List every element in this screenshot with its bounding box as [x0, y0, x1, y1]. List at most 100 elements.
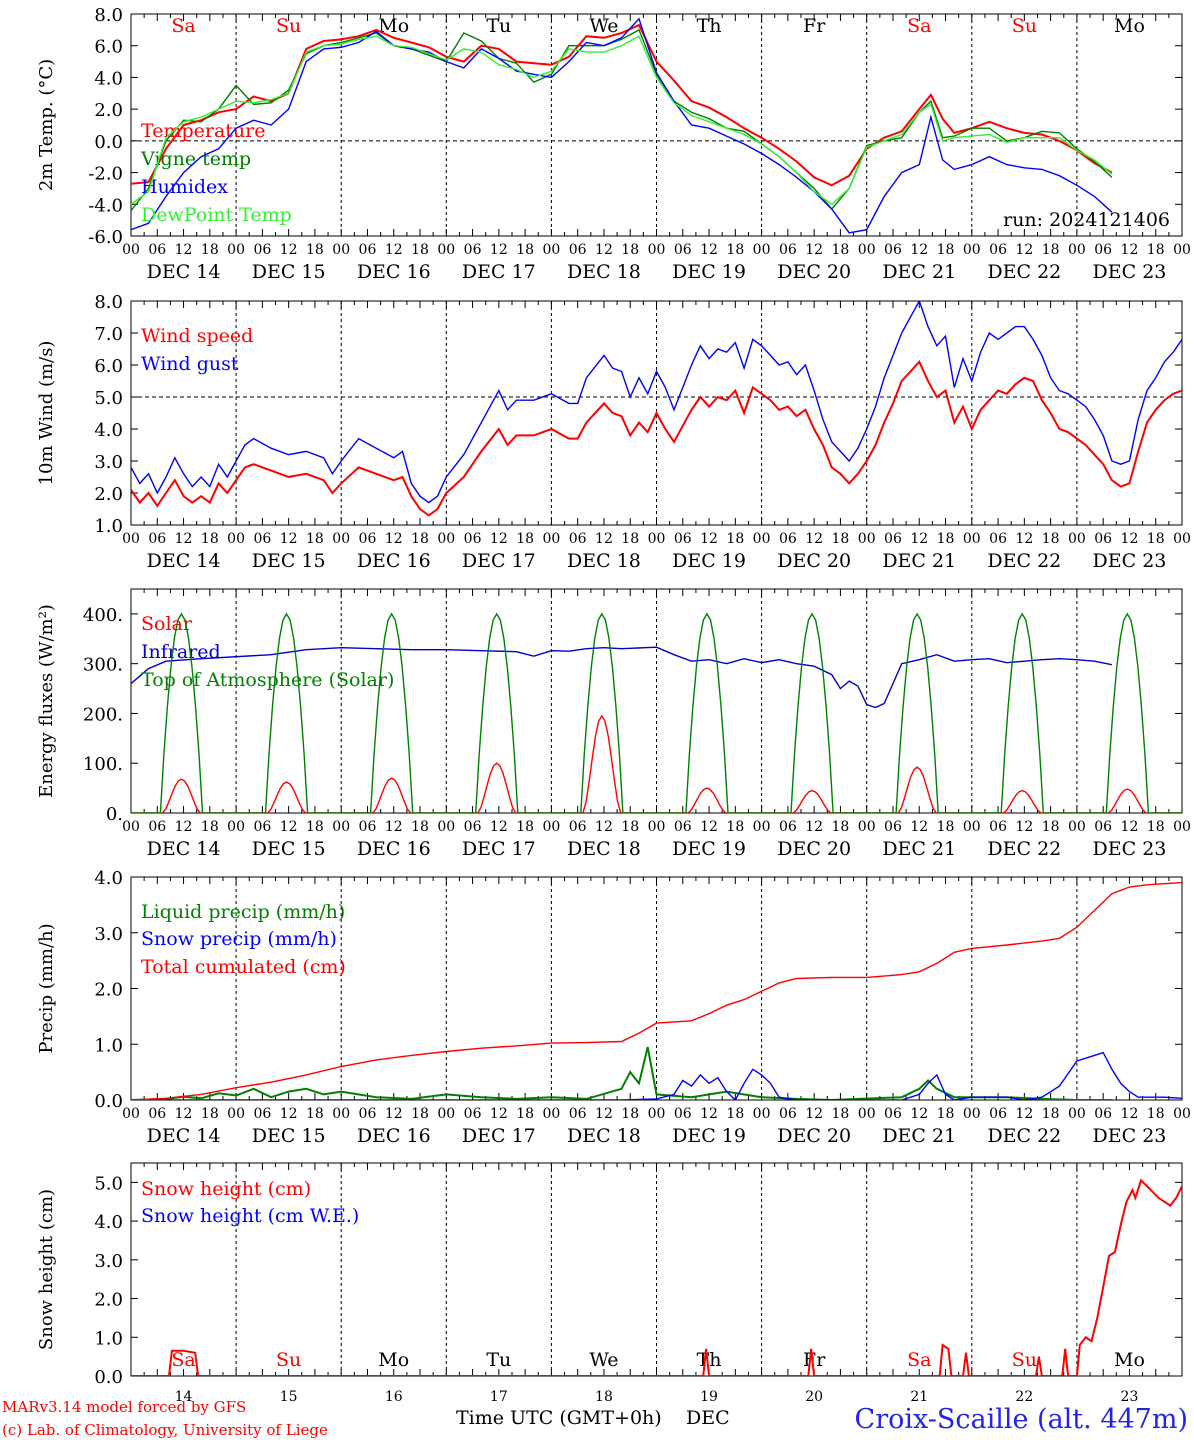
day-label: DEC 15 [252, 1125, 326, 1147]
hour-tick-label: 00 [858, 242, 876, 258]
hour-tick-label: 12 [910, 242, 928, 258]
hour-tick-label: 06 [148, 1106, 166, 1122]
weekday-label: Mo [1114, 15, 1145, 37]
y-tick-label: 4.0 [94, 68, 123, 89]
legend-entry: Top of Atmosphere (Solar) [141, 669, 394, 691]
hour-tick-label: 12 [805, 242, 823, 258]
legend-entry: Wind speed [141, 325, 253, 347]
hour-tick-label: 18 [937, 819, 955, 835]
day-number-label: 14 [175, 1389, 193, 1405]
y-tick-label: 0. [106, 804, 123, 825]
chart-panel-1: -6.0 -4.0 -2.0 0.0 2.0 4.0 6.0 8.0 2m Temp. (°C)… [36, 5, 1191, 283]
series-line [131, 17, 1113, 234]
hour-tick-label: 18 [516, 531, 534, 547]
hour-tick-label: 00 [542, 531, 560, 547]
legend-entry: Vigne temp [140, 148, 251, 170]
hour-tick-label: 00 [963, 531, 981, 547]
hour-tick-label: 06 [464, 819, 482, 835]
weekday-label: We [589, 1349, 618, 1371]
day-label: DEC 16 [357, 261, 431, 283]
hour-tick-label: 00 [1068, 242, 1086, 258]
legend-entry: Total cumulated (cm) [141, 956, 346, 978]
day-label: DEC 15 [252, 261, 326, 283]
series-line [131, 646, 1113, 709]
weekday-label: Tu [486, 1349, 511, 1371]
hour-tick-label: 12 [385, 531, 403, 547]
hour-tick-label: 06 [464, 1106, 482, 1122]
hour-tick-label: 00 [963, 1106, 981, 1122]
hour-tick-label: 18 [306, 819, 324, 835]
y-tick-label: 5.0 [94, 1173, 123, 1194]
hour-tick-label: 06 [569, 819, 587, 835]
hour-tick-label: 12 [1015, 242, 1033, 258]
legend-entry: Liquid precip (mm/h) [141, 901, 345, 923]
weekday-label: Su [276, 1349, 301, 1371]
hour-tick-label: 18 [1147, 531, 1165, 547]
hour-tick-label: 06 [464, 531, 482, 547]
hour-tick-label: 06 [779, 819, 797, 835]
run-label: run: 2024121406 [1003, 209, 1170, 231]
y-tick-label: 6.0 [94, 356, 123, 377]
day-label: DEC 17 [462, 1125, 536, 1147]
legend-entry: Solar [141, 613, 193, 635]
hour-tick-label: 12 [595, 1106, 613, 1122]
day-label: DEC 18 [567, 838, 641, 860]
hour-tick-label: 06 [1094, 819, 1112, 835]
hour-tick-label: 18 [306, 1106, 324, 1122]
hour-tick-label: 06 [359, 1106, 377, 1122]
hour-tick-label: 00 [1173, 531, 1191, 547]
hour-tick-label: 06 [569, 242, 587, 258]
weekday-label: Sa [171, 1349, 195, 1371]
hour-tick-label: 18 [1147, 242, 1165, 258]
hour-tick-label: 06 [884, 531, 902, 547]
day-label: DEC 20 [777, 261, 851, 283]
hour-tick-label: 00 [542, 1106, 560, 1122]
hour-tick-label: 12 [490, 819, 508, 835]
hour-tick-label: 12 [595, 531, 613, 547]
day-label: DEC 14 [147, 261, 221, 283]
hour-tick-label: 00 [227, 819, 245, 835]
y-tick-label: 1.0 [94, 1035, 123, 1056]
day-label: DEC 14 [147, 550, 221, 572]
day-number-label: 17 [490, 1389, 508, 1405]
weekday-label: Mo [1114, 1349, 1145, 1371]
y-tick-label: 3.0 [94, 1251, 123, 1272]
hour-tick-label: 00 [648, 819, 666, 835]
hour-tick-label: 06 [148, 531, 166, 547]
hour-tick-label: 00 [122, 1106, 140, 1122]
hour-tick-label: 18 [201, 242, 219, 258]
weekday-label: Mo [378, 15, 409, 37]
day-number-label: 19 [700, 1389, 718, 1405]
weekday-label: Su [276, 15, 301, 37]
y-tick-label: 4.0 [94, 1212, 123, 1233]
hour-tick-label: 00 [437, 531, 455, 547]
hour-tick-label: 00 [332, 531, 350, 547]
hour-tick-label: 00 [542, 819, 560, 835]
hour-tick-label: 00 [1173, 819, 1191, 835]
y-tick-label: 100. [83, 754, 123, 775]
day-number-label: 20 [805, 1389, 823, 1405]
y-tick-label: 7.0 [94, 324, 123, 345]
month-label: DEC [686, 1407, 730, 1429]
time-axis-label: Time UTC (GMT+0h) [456, 1407, 662, 1429]
hour-tick-label: 06 [674, 242, 692, 258]
hour-tick-label: 12 [805, 819, 823, 835]
y-tick-label: 3.0 [94, 924, 123, 945]
day-label: DEC 18 [567, 550, 641, 572]
day-label: DEC 16 [357, 838, 431, 860]
hour-tick-label: 06 [464, 242, 482, 258]
hour-tick-label: 00 [437, 1106, 455, 1122]
day-label: DEC 18 [567, 261, 641, 283]
hour-tick-label: 12 [385, 1106, 403, 1122]
y-axis-title: 10m Wind (m/s) [36, 341, 57, 486]
hour-tick-label: 00 [963, 819, 981, 835]
series-line [131, 360, 1182, 517]
hour-tick-label: 06 [779, 242, 797, 258]
hour-tick-label: 18 [201, 531, 219, 547]
legend-entry: Infrared [141, 641, 221, 663]
hour-tick-label: 18 [937, 1106, 955, 1122]
weekday-label: We [589, 15, 618, 37]
day-label: DEC 19 [672, 550, 746, 572]
legend-entry: Snow precip (mm/h) [141, 928, 337, 950]
